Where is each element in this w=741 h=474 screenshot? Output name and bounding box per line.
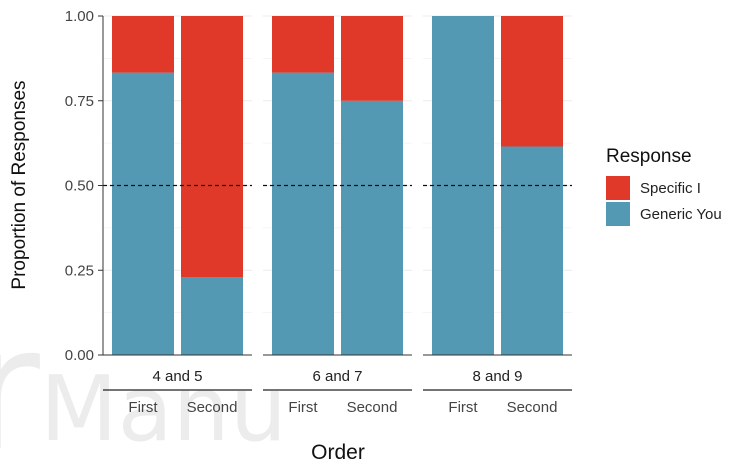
svg-text:r: r — [0, 291, 40, 474]
bar-generic-you — [112, 72, 174, 355]
legend: Response Specific I Generic You — [606, 146, 722, 226]
bar-generic-you — [341, 100, 403, 355]
background-watermark: r Manu — [0, 291, 287, 474]
y-tick-label: 0.50 — [65, 178, 94, 195]
bar-generic-you — [181, 277, 243, 355]
legend-title: Response — [606, 146, 692, 167]
panel-strip-label: 8 and 9 — [472, 368, 522, 385]
bar-specific-i — [272, 16, 334, 73]
x-category-label: Second — [507, 399, 558, 416]
x-category-label: First — [288, 399, 318, 416]
panel-strip-label: 4 and 5 — [152, 368, 202, 385]
legend-entry-label: Specific I — [640, 180, 701, 197]
bar-specific-i — [501, 16, 563, 147]
y-axis-label: Proportion of Responses — [9, 80, 30, 289]
x-category-label: Second — [347, 399, 398, 416]
bar-specific-i — [112, 16, 174, 73]
x-axis: First Second 4 and 5 First Second 6 and 7 Firs… — [103, 354, 572, 416]
y-axis: 0.00 0.25 0.50 0.75 1.00 — [65, 8, 104, 364]
panel-strip-label: 6 and 7 — [312, 368, 362, 385]
bar-generic-you — [432, 16, 494, 355]
bar-generic-you — [501, 146, 563, 355]
legend-swatch — [606, 202, 630, 226]
y-tick-label: 0.75 — [65, 93, 94, 110]
y-tick-label: 1.00 — [65, 8, 94, 25]
x-category-label: Second — [187, 399, 238, 416]
x-axis-label: Order — [311, 441, 365, 464]
y-tick-label: 0.00 — [65, 347, 94, 364]
bar-specific-i — [341, 16, 403, 101]
x-category-label: First — [128, 399, 158, 416]
bars — [112, 16, 563, 355]
y-tick-label: 0.25 — [65, 262, 94, 279]
bar-generic-you — [272, 72, 334, 355]
legend-swatch — [606, 176, 630, 200]
legend-entry-label: Generic You — [640, 206, 722, 223]
x-category-label: First — [448, 399, 478, 416]
bar-specific-i — [181, 16, 243, 278]
svg-text:Manu: Manu — [40, 357, 287, 462]
